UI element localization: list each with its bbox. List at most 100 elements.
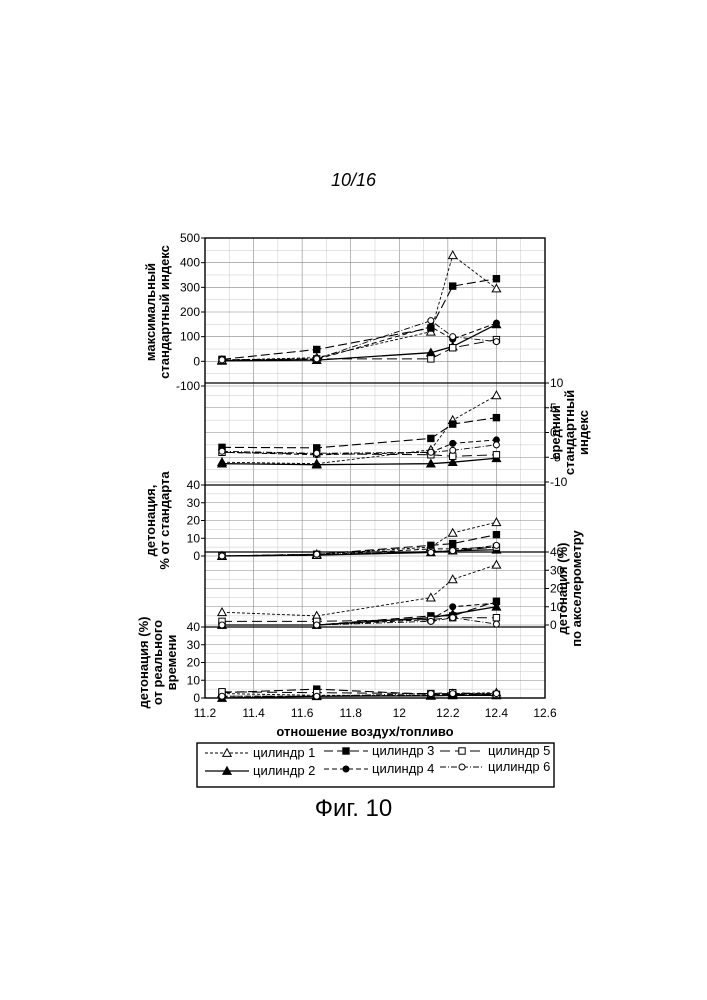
y-tick-label: 20 xyxy=(187,514,201,528)
data-point xyxy=(314,693,320,699)
y-tick-label: 200 xyxy=(180,305,200,319)
y-tick-label: 20 xyxy=(187,656,201,670)
data-point xyxy=(428,691,434,697)
data-point xyxy=(493,691,499,697)
data-point xyxy=(218,608,226,616)
y-tick-label: 10 xyxy=(550,376,564,390)
data-point xyxy=(428,318,434,324)
x-tick-label: 11.2 xyxy=(194,706,217,720)
data-point xyxy=(450,283,456,289)
y-axis-label: максимальный xyxy=(143,263,158,361)
data-point xyxy=(428,324,434,330)
data-point xyxy=(493,532,499,538)
y-tick-label: 400 xyxy=(180,256,200,270)
y-axis-label: стандартный xyxy=(562,390,577,475)
y-axis-label: детонация (%) xyxy=(555,543,570,635)
data-point xyxy=(493,276,499,282)
legend-marker xyxy=(343,748,349,754)
data-point xyxy=(219,357,225,363)
data-point xyxy=(450,691,456,697)
data-point xyxy=(493,621,499,627)
y-axis-label: индекс xyxy=(576,410,591,455)
y-axis-label: детонация, xyxy=(143,485,158,557)
y-axis-label: по акселерометру xyxy=(569,529,584,646)
legend-marker xyxy=(459,764,465,770)
data-point xyxy=(492,284,500,292)
data-point xyxy=(493,414,499,420)
data-point xyxy=(493,320,499,326)
data-point xyxy=(450,615,456,621)
data-point xyxy=(450,440,456,446)
data-point xyxy=(428,356,434,362)
data-point xyxy=(450,453,456,459)
data-point xyxy=(427,593,435,601)
data-point xyxy=(450,447,456,453)
y-axis-label: от реального xyxy=(150,620,165,705)
data-point xyxy=(492,518,500,526)
data-point xyxy=(219,693,225,699)
y-tick-label: 40 xyxy=(187,478,201,492)
y-tick-label: 30 xyxy=(187,638,201,652)
y-tick-label: 0 xyxy=(193,691,200,705)
data-point xyxy=(450,548,456,554)
y-tick-label: -10 xyxy=(550,475,568,489)
data-point xyxy=(314,450,320,456)
grid xyxy=(205,238,545,698)
data-point xyxy=(450,604,456,610)
y-axis-label: стандартный индекс xyxy=(157,245,172,379)
data-point xyxy=(449,251,457,259)
data-point xyxy=(492,561,500,569)
y-axis-label: детонация (%) xyxy=(136,617,151,709)
x-tick-label: 11.8 xyxy=(339,706,362,720)
data-point xyxy=(493,442,499,448)
legend-marker xyxy=(459,748,465,754)
data-point xyxy=(493,615,499,621)
y-tick-label: 10 xyxy=(187,531,201,545)
data-point xyxy=(219,553,225,559)
data-point xyxy=(493,600,499,606)
figure-caption: Фиг. 10 xyxy=(0,795,707,823)
data-point xyxy=(493,542,499,548)
x-tick-label: 12 xyxy=(393,706,407,720)
series-lines xyxy=(218,251,501,701)
data-point xyxy=(450,345,456,351)
y-tick-label: 100 xyxy=(180,330,200,344)
y-tick-label: 0 xyxy=(193,549,200,563)
y-tick-label: 40 xyxy=(187,620,201,634)
legend-label: цилиндр 5 xyxy=(488,743,550,758)
y-tick-label: 0 xyxy=(193,354,200,368)
data-point xyxy=(219,622,225,628)
y-axis-label: времени xyxy=(164,635,179,691)
legend-label: цилиндр 6 xyxy=(488,759,550,774)
data-point xyxy=(428,449,434,455)
data-point xyxy=(428,549,434,555)
x-tick-label: 12.2 xyxy=(436,706,460,720)
data-point xyxy=(314,622,320,628)
y-axis-label: % от стандарта xyxy=(157,471,172,570)
data-point xyxy=(450,421,456,427)
x-tick-label: 12.6 xyxy=(533,706,557,720)
data-point xyxy=(428,435,434,441)
data-point xyxy=(314,551,320,557)
data-point xyxy=(314,356,320,362)
legend-label: цилиндр 4 xyxy=(372,761,434,776)
data-point xyxy=(428,618,434,624)
y-tick-label: 10 xyxy=(187,673,201,687)
legend-label: цилиндр 1 xyxy=(253,745,315,760)
legend-label: цилиндр 2 xyxy=(253,763,315,778)
y-axis-label: средний xyxy=(548,405,563,460)
x-tick-label: 11.6 xyxy=(291,706,314,720)
data-point xyxy=(314,346,320,352)
data-point xyxy=(449,529,457,537)
y-tick-label: 500 xyxy=(180,231,200,245)
data-point xyxy=(492,391,500,399)
x-tick-label: 11.4 xyxy=(242,706,265,720)
data-point xyxy=(493,452,499,458)
legend-label: цилиндр 3 xyxy=(372,743,434,758)
x-tick-label: 12.4 xyxy=(485,706,509,720)
y-tick-label: -100 xyxy=(176,379,200,393)
legend: цилиндр 1 цилиндр 2 цилиндр 3 цилиндр 4 цили… xyxy=(197,743,554,787)
y-tick-label: 300 xyxy=(180,280,200,294)
y-tick-label: 30 xyxy=(187,496,201,510)
